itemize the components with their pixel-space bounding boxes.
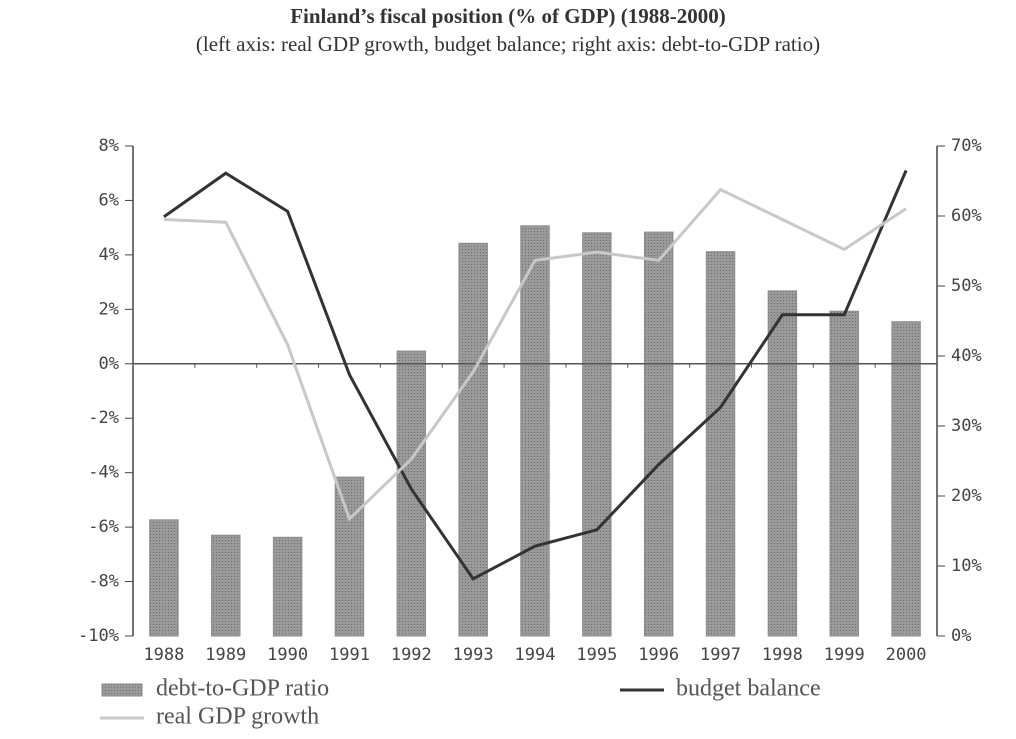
line bbox=[163, 169, 908, 581]
x-tick-label: 1993 bbox=[453, 645, 494, 665]
bar bbox=[149, 519, 179, 637]
x-tick-label: 1998 bbox=[762, 645, 803, 665]
x-tick-label: 1996 bbox=[638, 645, 679, 665]
y2-tick-label: 60% bbox=[951, 206, 982, 226]
bar bbox=[643, 231, 674, 637]
bar bbox=[272, 536, 303, 637]
y2-tick-label: 30% bbox=[951, 416, 982, 436]
x-tick-label: 1997 bbox=[700, 645, 741, 665]
bar bbox=[458, 242, 488, 637]
y-tick-label: 8% bbox=[99, 136, 119, 156]
bar bbox=[211, 534, 241, 637]
legend-label: debt-to-GDP ratio bbox=[156, 676, 329, 702]
y-tick-label: 2% bbox=[99, 299, 119, 319]
bar bbox=[582, 232, 612, 637]
x-tick-label: 1995 bbox=[576, 645, 617, 665]
y-tick-label: -2% bbox=[88, 408, 119, 428]
y-tick-label: -6% bbox=[88, 517, 119, 537]
chart-subtitle: (left axis: real GDP growth, budget bala… bbox=[196, 32, 820, 56]
y2-tick-label: 50% bbox=[951, 276, 982, 296]
y-tick-label: -4% bbox=[88, 463, 119, 483]
bar bbox=[829, 310, 859, 637]
x-tick-label: 1992 bbox=[391, 645, 432, 665]
x-tick-label: 1994 bbox=[515, 645, 556, 665]
bar bbox=[891, 321, 921, 637]
legend-label: real GDP growth bbox=[156, 704, 319, 730]
y2-tick-label: 40% bbox=[951, 346, 982, 366]
y-tick-label: 6% bbox=[99, 190, 119, 210]
bar bbox=[705, 251, 736, 637]
y2-tick-label: 10% bbox=[951, 556, 982, 576]
x-tick-label: 1991 bbox=[329, 645, 370, 665]
bar bbox=[520, 225, 550, 637]
legend-label: budget balance bbox=[676, 676, 821, 702]
x-tick-label: 1990 bbox=[267, 645, 308, 665]
bar bbox=[396, 350, 427, 637]
legend-swatch bbox=[101, 683, 143, 697]
y-tick-label: 0% bbox=[99, 354, 119, 374]
x-tick-label: 1989 bbox=[205, 645, 246, 665]
y-tick-label: -8% bbox=[88, 572, 119, 592]
y2-tick-label: 70% bbox=[951, 136, 982, 156]
x-tick-label: 1999 bbox=[824, 645, 865, 665]
x-tick-label: 2000 bbox=[886, 645, 927, 665]
y2-tick-label: 20% bbox=[951, 486, 982, 506]
y-tick-label: 4% bbox=[99, 245, 119, 265]
x-tick-label: 1988 bbox=[143, 645, 184, 665]
chart-title: Finland’s fiscal position (% of GDP) (19… bbox=[290, 4, 726, 28]
bar bbox=[334, 476, 365, 637]
bar bbox=[767, 290, 798, 637]
y-tick-label: -10% bbox=[78, 626, 119, 646]
y2-tick-label: 0% bbox=[951, 626, 971, 646]
line bbox=[163, 187, 907, 522]
